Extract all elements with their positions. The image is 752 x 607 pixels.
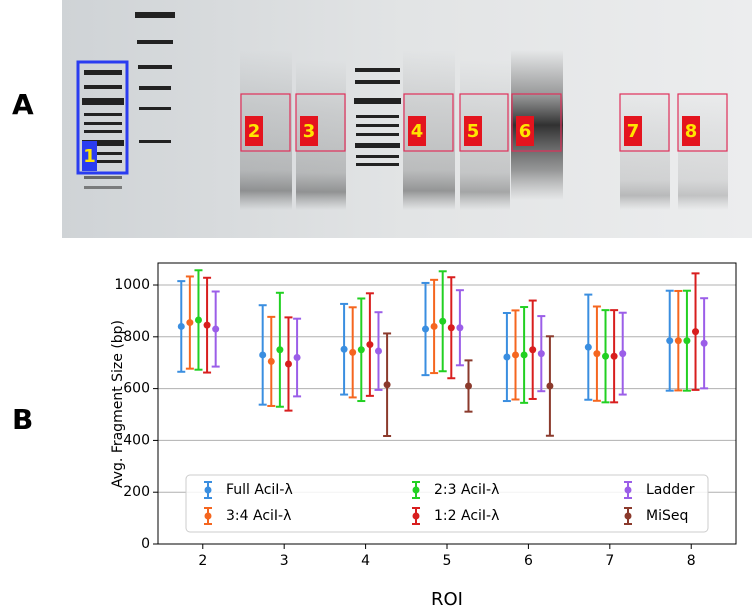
x-tick-label: 2 (198, 553, 207, 569)
point (692, 328, 700, 336)
roi-tag (300, 116, 318, 146)
roi-tag (245, 116, 263, 146)
point (529, 346, 537, 354)
x-tick-label: 6 (524, 553, 533, 569)
x-tick-label: 8 (687, 553, 696, 569)
roi-box (511, 93, 562, 152)
y-tick-label: 0 (141, 536, 150, 552)
y-tick-label: 200 (123, 484, 150, 500)
x-tick-label: 7 (605, 553, 614, 569)
y-tick-label: 800 (123, 329, 150, 345)
y-tick-label: 400 (123, 432, 150, 448)
roi-tag (682, 116, 700, 146)
panel-label: A (12, 88, 34, 121)
legend-marker (624, 512, 632, 520)
roi-box (459, 93, 509, 152)
x-tick-label: 4 (361, 553, 370, 569)
point (537, 350, 545, 358)
legend-marker (412, 486, 420, 494)
point (267, 357, 275, 365)
x-tick-label: 3 (280, 553, 289, 569)
point (259, 351, 267, 359)
roi-label: 5 (467, 121, 480, 142)
legend-box (185, 474, 709, 533)
legend-marker (204, 486, 212, 494)
roi-box (295, 93, 346, 152)
point (546, 382, 554, 390)
gel-image (62, 0, 752, 238)
point (276, 346, 284, 354)
point (602, 352, 610, 360)
legend-label: Ladder (646, 482, 695, 498)
roi-tag (408, 116, 426, 146)
legend-label: MiSeq (646, 508, 688, 524)
point (194, 316, 202, 324)
point (447, 324, 455, 332)
y-tick-label: 600 (123, 381, 150, 397)
point (456, 324, 464, 332)
roi-box (240, 93, 291, 152)
roi-tag (624, 116, 642, 146)
point (674, 337, 682, 345)
roi-label: 2 (248, 121, 261, 142)
point (366, 341, 374, 349)
roi-label: 1 (83, 146, 96, 167)
legend-label: Full AciI-λ (226, 482, 293, 498)
point (177, 322, 185, 330)
y-axis-label: Avg. Fragment Size (bp) (110, 320, 126, 488)
roi-label: 7 (627, 121, 640, 142)
point (212, 325, 220, 333)
point (430, 322, 438, 330)
legend-marker (624, 486, 632, 494)
point (203, 321, 211, 329)
roi-label: 3 (303, 121, 316, 142)
legend-marker (412, 512, 420, 520)
point (683, 337, 691, 345)
roi-box (76, 60, 129, 175)
point (584, 343, 592, 351)
x-axis-label: ROI (431, 589, 463, 607)
y-tick-label: 1000 (114, 277, 150, 293)
point (186, 319, 194, 327)
point (340, 345, 348, 353)
point (610, 352, 618, 360)
point (357, 346, 365, 354)
point (520, 351, 528, 359)
x-tick-label: 5 (443, 553, 452, 569)
point (383, 381, 391, 389)
point (666, 337, 674, 345)
point (512, 351, 520, 359)
point (700, 339, 708, 347)
point (293, 354, 301, 362)
roi-box (677, 93, 728, 152)
legend-label: 2:3 AciI-λ (434, 482, 499, 498)
point (503, 353, 511, 361)
point (374, 347, 382, 355)
point (439, 317, 447, 325)
point (284, 360, 292, 368)
roi-label: 6 (519, 121, 532, 142)
point (422, 325, 429, 333)
roi-box (619, 93, 670, 152)
point (593, 350, 601, 358)
legend-marker (204, 512, 212, 520)
legend-label: 3:4 AciI-λ (226, 508, 291, 524)
roi-box (403, 93, 454, 152)
panel-label: B (12, 403, 33, 436)
point (349, 348, 357, 356)
roi-tag (516, 116, 534, 146)
roi-tag (82, 141, 97, 171)
point (619, 350, 627, 358)
roi-tag (464, 116, 482, 146)
point (465, 382, 472, 390)
roi-label: 8 (685, 121, 698, 142)
legend-label: 1:2 AciI-λ (434, 508, 499, 524)
roi-label: 4 (411, 121, 424, 142)
